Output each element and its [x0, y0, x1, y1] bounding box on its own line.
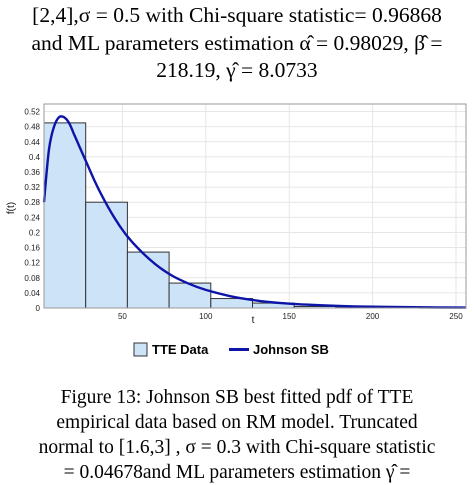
plot-frame	[43, 103, 467, 309]
bottom-caption-line-4: = 0.04678and ML parameters estimation γ̂…	[63, 462, 411, 483]
top-caption-line-2: and ML parameters estimation α̂ = 0.9802…	[31, 31, 443, 55]
y-tick-label: 0.32	[24, 183, 40, 192]
legend-label-johnson-sb: Johnson SB	[253, 342, 329, 357]
bottom-caption-line-2: empirical data based on RM model. Trunca…	[56, 412, 418, 433]
y-axis-label: f(t)	[6, 202, 17, 214]
histogram-bar	[126, 251, 170, 309]
legend-swatch-tte	[133, 342, 148, 357]
y-tick-label: 0.04	[24, 289, 40, 298]
x-tick-label: 50	[118, 312, 127, 321]
y-tick-label: 0.2	[29, 228, 41, 237]
y-tick-label: 0.52	[24, 108, 40, 117]
y-tick-label: 0.48	[24, 123, 40, 132]
density-curve	[42, 115, 467, 309]
y-tick-label: 0.44	[24, 138, 40, 147]
histogram-bars	[43, 122, 462, 309]
y-tick-label: 0.28	[24, 198, 40, 207]
y-tick-label: 0.24	[24, 213, 40, 222]
johnson-sb-curve	[42, 115, 467, 309]
histogram-bar	[168, 282, 212, 309]
bottom-caption-line-3: normal to [1.6,3] , σ = 0.3 with Chi-squ…	[38, 437, 436, 458]
y-tick-label: 0.16	[24, 244, 40, 253]
legend-label-tte: TTE Data	[152, 342, 209, 357]
top-caption-line-3: 218.19, γ̂ = 8.0733	[156, 58, 318, 82]
x-tick-label: 250	[449, 312, 463, 321]
top-caption-line-1: [2,4],σ = 0.5 with Chi-square statistic=…	[32, 3, 442, 27]
x-tick-label: 150	[283, 312, 297, 321]
x-axis-label: t	[252, 315, 255, 326]
legend: TTE Data Johnson SB	[133, 342, 329, 357]
chart-axes	[43, 103, 467, 309]
y-tick-label: 0.08	[24, 274, 40, 283]
y-tick-label: 0.12	[24, 259, 40, 268]
bottom-caption-line-1: Figure 13: Johnson SB best fitted pdf of…	[60, 387, 414, 408]
chart-tick-labels: 0 0.04 0.08 0.12 0.16 0.2 0.24 0.28 0.32 0.36 0.4 0…	[24, 108, 463, 321]
chart: 0 0.04 0.08 0.12 0.16 0.2 0.24 0.28 0.32 0.36 0.4 0…	[6, 103, 467, 357]
x-tick-label: 100	[199, 312, 213, 321]
y-tick-label: 0.36	[24, 168, 40, 177]
histogram-bar	[85, 201, 128, 309]
y-tick-label: 0	[36, 304, 41, 313]
histogram-bar	[43, 122, 87, 309]
x-tick-label: 200	[366, 312, 380, 321]
y-tick-label: 0.4	[29, 153, 41, 162]
